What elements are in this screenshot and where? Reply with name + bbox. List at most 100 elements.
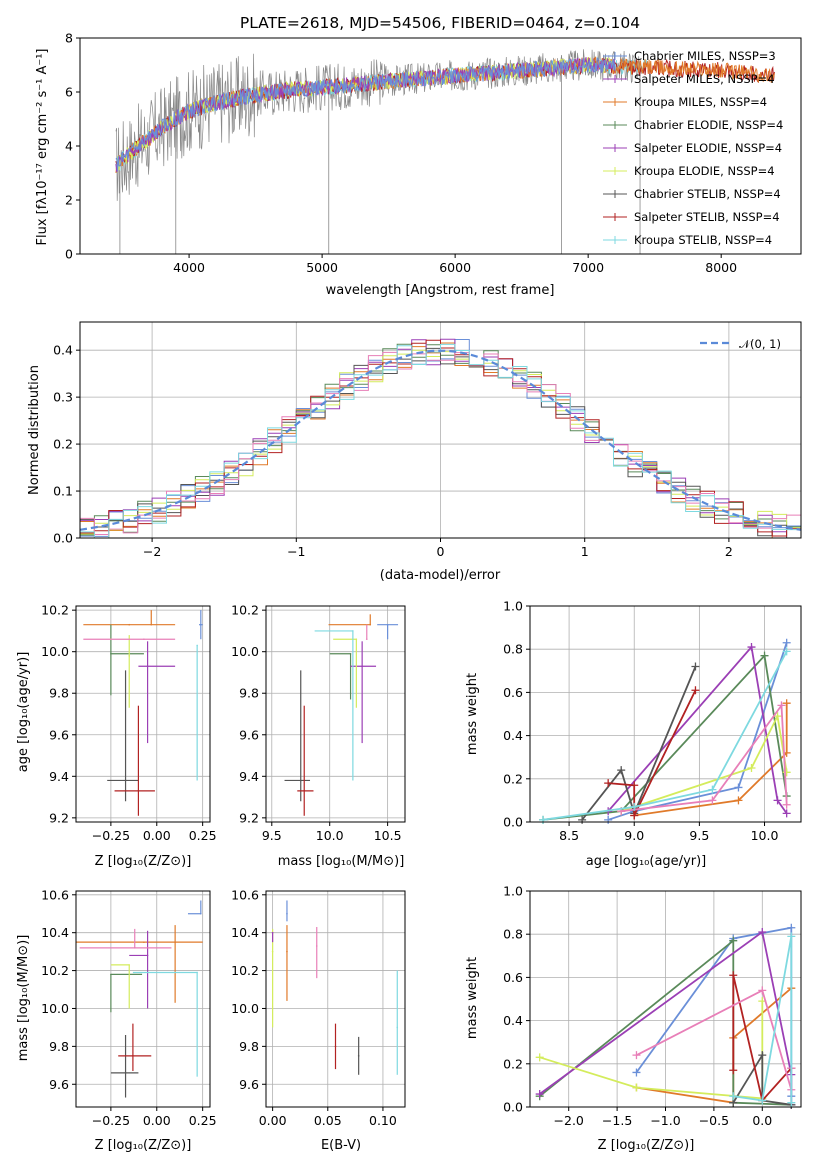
plus-marker <box>787 932 796 941</box>
x-tick-label: 0.25 <box>189 828 217 843</box>
y-tick-label: 10.6 <box>231 887 259 902</box>
x-tick-label: 1 <box>581 544 589 559</box>
y-tick-label: 0.2 <box>503 771 523 786</box>
normal-curve <box>79 349 802 531</box>
y-tick-label: 10.2 <box>41 963 69 978</box>
y-tick-label: 0.0 <box>503 815 523 830</box>
plus-marker <box>747 764 756 772</box>
data-point <box>124 1072 127 1074</box>
data-point <box>361 665 363 668</box>
x-tick-label: 0.00 <box>259 1113 287 1128</box>
y-tick-label: 10.2 <box>231 603 259 618</box>
data-point <box>355 638 358 641</box>
mass-vs-extinction-panel: 0.00 0.05 0.10 9.6 9.8 10.0 10.2 10.4 10.6 <box>231 887 406 1128</box>
plus-marker <box>630 811 639 820</box>
plus-marker <box>782 638 791 647</box>
y-tick-label: 9.6 <box>49 727 69 742</box>
histogram-xlabel: (data-model)/error <box>380 568 501 583</box>
ageZ-xlabel: Z [log₁₀(Z/Z⊙)] <box>95 854 192 869</box>
plus-marker <box>604 779 613 788</box>
y-tick-label: 0.8 <box>503 927 523 942</box>
y-tick-label: 2 <box>65 193 73 208</box>
spectrum-panel: 4000 5000 6000 7000 8000 0 2 4 6 8 Chabrier MILES,… <box>65 31 802 275</box>
plus-marker <box>632 1051 641 1060</box>
x-tick-label: 0.25 <box>189 1113 217 1128</box>
axes-frame <box>529 605 802 823</box>
plus-marker <box>535 1053 544 1062</box>
y-tick-label: 0.0 <box>503 1100 523 1115</box>
data-point <box>110 973 112 976</box>
x-tick-label: 4000 <box>173 260 205 275</box>
x-tick-label: 8.5 <box>559 828 579 843</box>
weight-series-line <box>581 666 697 821</box>
x-tick-label: 0.0 <box>752 1113 772 1128</box>
mZ-xlabel: Z [log₁₀(Z/Z⊙)] <box>95 1138 192 1153</box>
x-tick-label: 5000 <box>306 260 338 275</box>
axes-frame <box>529 890 802 1108</box>
wAge-xlabel: age [log₁₀(age/yr)] <box>586 854 707 869</box>
plus-marker <box>787 1098 796 1107</box>
x-tick-label: 10.0 <box>751 828 779 843</box>
plus-marker <box>691 662 700 671</box>
y-tick-label: 9.8 <box>239 686 259 701</box>
plus-marker <box>782 809 791 818</box>
histogram-series <box>80 347 801 539</box>
data-point <box>124 779 127 782</box>
x-tick-label: 0.10 <box>369 1113 397 1128</box>
x-tick-label: 10.0 <box>316 828 344 843</box>
y-tick-label: 0.4 <box>53 343 73 358</box>
plus-marker <box>777 701 786 710</box>
data-point <box>196 644 198 647</box>
y-tick-label: 0.8 <box>503 642 523 657</box>
y-tick-label: 10.6 <box>41 887 69 902</box>
plus-marker <box>729 1066 738 1075</box>
plus-marker <box>729 936 738 945</box>
y-tick-label: 9.8 <box>239 1039 259 1054</box>
x-tick-label: −0.25 <box>92 828 130 843</box>
plus-marker <box>782 699 791 708</box>
y-tick-label: 9.6 <box>49 1077 69 1092</box>
plus-marker <box>734 796 743 805</box>
plus-marker <box>708 785 717 794</box>
plus-marker <box>632 1068 641 1077</box>
wZ-xlabel: Z [log₁₀(Z/Z⊙)] <box>598 1138 695 1153</box>
y-tick-label: 10.4 <box>231 925 259 940</box>
data-point <box>365 638 368 641</box>
axes-frame <box>75 605 211 823</box>
weight-series-line <box>539 1001 764 1100</box>
spectrum-model-line <box>115 57 616 171</box>
data-point <box>150 623 153 626</box>
data-point <box>137 790 140 792</box>
y-tick-label: 10.0 <box>41 644 69 659</box>
y-tick-label: 0.2 <box>53 437 73 452</box>
data-point <box>286 912 288 915</box>
plus-marker <box>632 1083 641 1092</box>
spectrum-xlabel: wavelength [Angstrom, rest frame] <box>326 283 555 298</box>
x-tick-label: −1 <box>287 544 305 559</box>
x-tick-label: 10.5 <box>374 828 402 843</box>
plus-marker <box>760 651 769 660</box>
x-tick-label: 0.00 <box>143 828 171 843</box>
plus-marker <box>578 815 587 824</box>
plus-marker <box>747 643 756 652</box>
weight-series-line <box>621 702 788 813</box>
y-tick-label: 0 <box>65 247 73 262</box>
plus-marker <box>539 815 548 824</box>
legend-label: Chabrier ELODIE, NSSP=4 <box>634 118 783 132</box>
weight-series-line <box>608 689 697 816</box>
plus-marker <box>708 796 717 805</box>
histogram-series <box>80 343 801 539</box>
plus-marker <box>758 1051 767 1060</box>
plus-marker <box>773 796 782 805</box>
x-tick-label: 7000 <box>572 260 604 275</box>
ageM-xlabel: mass [log₁₀(M/M⊙)] <box>278 854 405 869</box>
y-tick-label: 9.2 <box>49 810 69 825</box>
histogram-ylabel: Normed distribution <box>27 365 42 495</box>
spectrum-ylabel: Flux [fλ10⁻¹⁷ erg cm⁻² s⁻¹ A⁻¹] <box>35 49 50 246</box>
legend-label: Chabrier MILES, NSSP=3 <box>634 49 776 63</box>
weight-series-line <box>634 703 788 817</box>
data-point <box>128 964 131 966</box>
x-tick-label: 6000 <box>439 260 471 275</box>
x-tick-label: −2.0 <box>554 1113 584 1128</box>
